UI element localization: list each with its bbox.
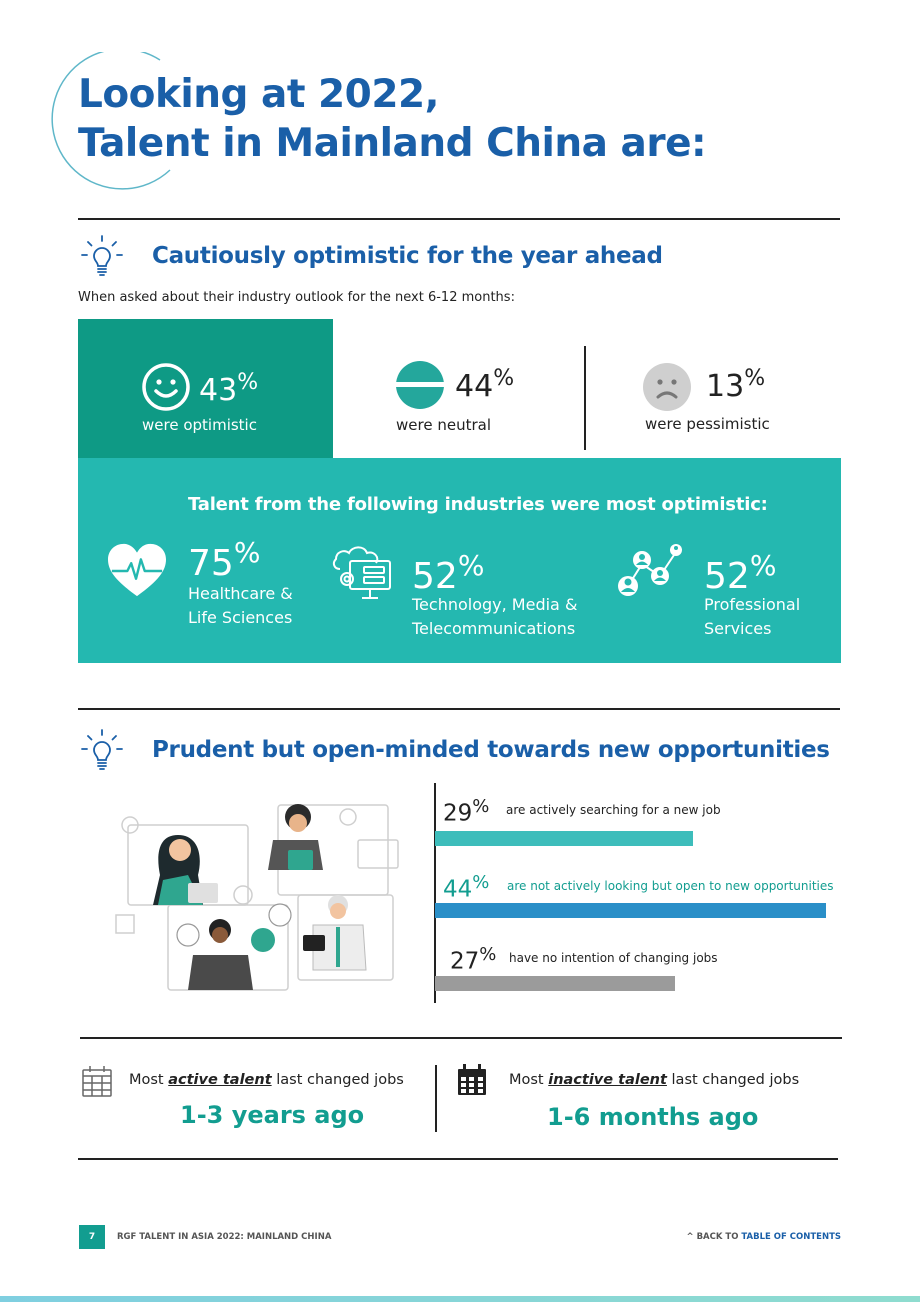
- technology-label-line1: Technology, Media &: [412, 595, 578, 614]
- active-search-bar: [435, 831, 693, 846]
- video-call-illustration: [115, 804, 399, 991]
- neutral-label: were neutral: [396, 416, 491, 434]
- industries-panel: [78, 458, 841, 663]
- open-opportunities-bar: [435, 903, 826, 918]
- network-people-icon: [618, 544, 682, 596]
- page-title-line2: Talent in Mainland China are:: [78, 121, 707, 166]
- professional-label-line2: Services: [704, 619, 772, 638]
- smiley-face-icon: [142, 363, 190, 411]
- footer-doc-title: RGF TALENT IN ASIA 2022: MAINLAND CHINA: [117, 1232, 332, 1242]
- healthcare-percent: 75%: [188, 535, 260, 582]
- inactive-talent-text: Most inactive talent last changed jobs: [509, 1072, 799, 1088]
- active-search-value: 29: [443, 800, 473, 827]
- no-change-text: have no intention of changing jobs: [509, 951, 718, 965]
- section2-top-rule: [78, 708, 840, 710]
- bar-chart-axis: [434, 783, 436, 1003]
- section1-heading: Cautiously optimistic for the year ahead: [152, 243, 663, 269]
- active-search-text: are actively searching for a new job: [506, 803, 721, 817]
- healthcare-label-line2: Life Sciences: [188, 608, 293, 627]
- calendar-filled-icon: [458, 1064, 486, 1095]
- page-title-line1: Looking at 2022,: [78, 72, 439, 117]
- healthcare-label-line1: Healthcare &: [188, 584, 293, 603]
- technology-label-line2: Telecommunications: [412, 619, 576, 638]
- cloud-computer-icon: [332, 546, 391, 599]
- professional-label: Professional Services: [704, 593, 800, 641]
- open-opportunities-percent: 44%: [443, 870, 489, 903]
- professional-unit: %: [749, 549, 777, 582]
- inactive-talent-suffix: last changed jobs: [666, 1072, 800, 1088]
- healthcare-label: Healthcare & Life Sciences: [188, 582, 293, 630]
- heart-pulse-icon: [108, 543, 166, 597]
- back-to-toc-link[interactable]: ^ BACK TO TABLE OF CONTENTS: [687, 1232, 842, 1242]
- active-talent-prefix: Most: [129, 1072, 169, 1088]
- job-change-divider: [435, 1065, 437, 1132]
- bottom-accent-strip: [0, 1296, 920, 1302]
- active-talent-emphasis: active talent: [168, 1072, 272, 1088]
- neutral-unit: %: [493, 366, 515, 391]
- optimistic-panel: [78, 319, 333, 459]
- no-change-percent: 27%: [450, 942, 496, 975]
- pessimistic-unit: %: [744, 366, 766, 391]
- optimistic-unit: %: [237, 370, 259, 395]
- pessimistic-percent: 13%: [706, 366, 765, 404]
- healthcare-value: 75: [188, 543, 234, 584]
- back-to-prefix: ^ BACK TO: [686, 1232, 742, 1242]
- section2-heading: Prudent but open-minded towards new oppo…: [152, 737, 830, 763]
- toc-link-text: TABLE OF CONTENTS: [741, 1232, 841, 1242]
- calendar-icon: [82, 1066, 112, 1097]
- professional-label-line1: Professional: [704, 595, 801, 614]
- section1-top-rule: [78, 218, 840, 220]
- open-opportunities-value: 44: [443, 876, 473, 903]
- lightbulb-icon: [81, 235, 123, 276]
- technology-label: Technology, Media & Telecommunications: [412, 593, 577, 641]
- professional-value: 52: [704, 556, 750, 597]
- no-change-unit: %: [479, 944, 497, 965]
- inactive-talent-emphasis: inactive talent: [548, 1072, 667, 1088]
- healthcare-unit: %: [233, 536, 261, 569]
- pessimistic-value: 13: [706, 369, 745, 404]
- active-talent-value: 1-3 years ago: [180, 1101, 365, 1129]
- pessimistic-label: were pessimistic: [645, 415, 770, 433]
- outlook-intro: When asked about their industry outlook …: [78, 290, 515, 305]
- active-search-unit: %: [472, 796, 490, 817]
- neutral-value: 44: [455, 369, 494, 404]
- active-talent-text: Most active talent last changed jobs: [129, 1072, 404, 1088]
- technology-unit: %: [457, 549, 485, 582]
- title-decorative-arc: [51, 52, 171, 190]
- neutral-percent: 44%: [455, 366, 514, 404]
- outlook-divider: [584, 346, 586, 450]
- open-opportunities-unit: %: [472, 872, 490, 893]
- optimistic-value: 43: [199, 373, 238, 408]
- optimistic-percent: 43%: [199, 370, 258, 408]
- job-change-top-rule: [80, 1037, 842, 1039]
- active-talent-suffix: last changed jobs: [271, 1072, 404, 1088]
- inactive-talent-prefix: Most: [509, 1072, 549, 1088]
- page-number: 7: [79, 1225, 105, 1249]
- no-change-value: 27: [450, 948, 480, 975]
- inactive-talent-value: 1-6 months ago: [547, 1103, 759, 1131]
- professional-percent: 52%: [704, 548, 776, 595]
- sad-face-icon: [643, 363, 691, 411]
- technology-percent: 52%: [412, 548, 484, 595]
- neutral-face-icon: [395, 361, 445, 409]
- page-title: Looking at 2022, Talent in Mainland Chin…: [78, 70, 707, 168]
- optimistic-label: were optimistic: [142, 416, 257, 434]
- open-opportunities-text: are not actively looking but open to new…: [507, 879, 834, 893]
- job-change-bottom-rule: [78, 1158, 838, 1160]
- no-change-bar: [435, 976, 675, 991]
- active-search-percent: 29%: [443, 794, 489, 827]
- technology-value: 52: [412, 556, 458, 597]
- industries-heading: Talent from the following industries wer…: [188, 494, 768, 515]
- lightbulb-icon: [81, 729, 123, 770]
